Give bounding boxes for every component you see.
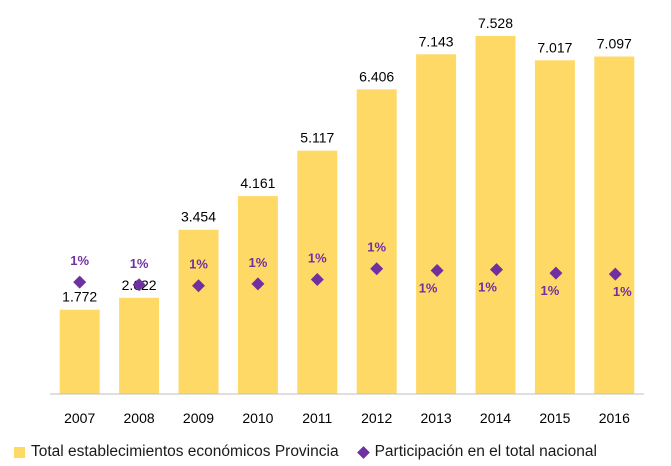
bar-2012: [356, 89, 397, 394]
marker-2011: [310, 272, 324, 286]
x-tick-label-2008: 2008: [124, 410, 155, 426]
bar-2015: [534, 60, 575, 394]
bar-value-label-2015: 7.017: [537, 39, 572, 55]
x-tick-label-2015: 2015: [539, 410, 570, 426]
marker-value-label-2009: 1%: [189, 257, 208, 272]
legend-item-establecimientos: Total establecimientos económicos Provin…: [14, 443, 339, 461]
marker-2015: [549, 266, 563, 280]
marker-value-label-2008: 1%: [130, 256, 149, 271]
bar-value-label-2010: 4.161: [240, 175, 275, 191]
marker-2008: [132, 278, 146, 292]
bar-2011: [297, 150, 338, 394]
bar-2008: [119, 297, 160, 394]
marker-value-label-2016: 1%: [613, 284, 632, 299]
bar-value-label-2013: 7.143: [419, 33, 454, 49]
legend: Total establecimientos económicos Provin…: [14, 440, 617, 464]
marker-value-label-2014: 1%: [478, 280, 497, 295]
marker-value-label-2015: 1%: [541, 283, 560, 298]
x-tick-label-2012: 2012: [361, 410, 392, 426]
legend-item-participacion: Participación en el total nacional: [356, 443, 597, 461]
marker-2010: [251, 277, 265, 291]
marker-value-label-2010: 1%: [249, 255, 268, 270]
bar-value-label-2011: 5.117: [300, 130, 334, 146]
bar-chart: 1.7722.0223.4544.1615.1176.4067.1437.528…: [50, 15, 644, 426]
bar-value-label-2016: 7.097: [597, 35, 632, 51]
x-tick-label-2007: 2007: [64, 410, 95, 426]
marker-2016: [608, 267, 622, 281]
marker-2012: [370, 262, 384, 276]
bar-2010: [237, 196, 278, 394]
legend-label-participacion: Participación en el total nacional: [374, 443, 597, 460]
marker-2013: [430, 263, 444, 277]
x-tick-label-2013: 2013: [421, 410, 452, 426]
marker-value-label-2011: 1%: [308, 250, 327, 265]
bars-group: [59, 36, 635, 394]
bar-2007: [59, 309, 100, 394]
marker-value-label-2012: 1%: [367, 240, 386, 255]
bar-value-label-2009: 3.454: [181, 209, 216, 225]
marker-value-label-2007: 1%: [70, 253, 89, 268]
x-tick-label-2016: 2016: [599, 410, 630, 426]
bar-2013: [416, 54, 457, 394]
bar-value-label-2012: 6.406: [359, 68, 394, 84]
marker-labels-group: 1% 1% 1% 1% 1% 1% 1% 1% 1% 1%: [70, 240, 632, 299]
bar-value-label-2014: 7.528: [478, 15, 513, 31]
markers-group: [73, 262, 622, 293]
bar-2016: [594, 56, 635, 394]
bar-value-label-2007: 1.772: [62, 289, 97, 305]
x-tick-label-2014: 2014: [480, 410, 511, 426]
bar-2009: [178, 229, 219, 394]
legend-label-establecimientos: Total establecimientos económicos Provin…: [31, 443, 339, 460]
x-tick-labels-group: 2007 2008 2009 2010 2011 2012 2013 2014 2015 2016: [64, 410, 630, 426]
marker-2007: [73, 275, 87, 289]
marker-2014: [490, 263, 503, 277]
legend-marker-diamond: [356, 445, 370, 459]
x-tick-label-2010: 2010: [242, 410, 273, 426]
bar-2014: [475, 36, 516, 394]
marker-2009: [192, 279, 205, 293]
legend-swatch-bar: [14, 446, 25, 458]
x-tick-label-2009: 2009: [183, 410, 214, 426]
marker-value-label-2013: 1%: [419, 280, 438, 295]
bar-labels-group: 1.7722.0223.4544.1615.1176.4067.1437.528…: [62, 15, 632, 305]
x-tick-label-2011: 2011: [302, 410, 332, 426]
